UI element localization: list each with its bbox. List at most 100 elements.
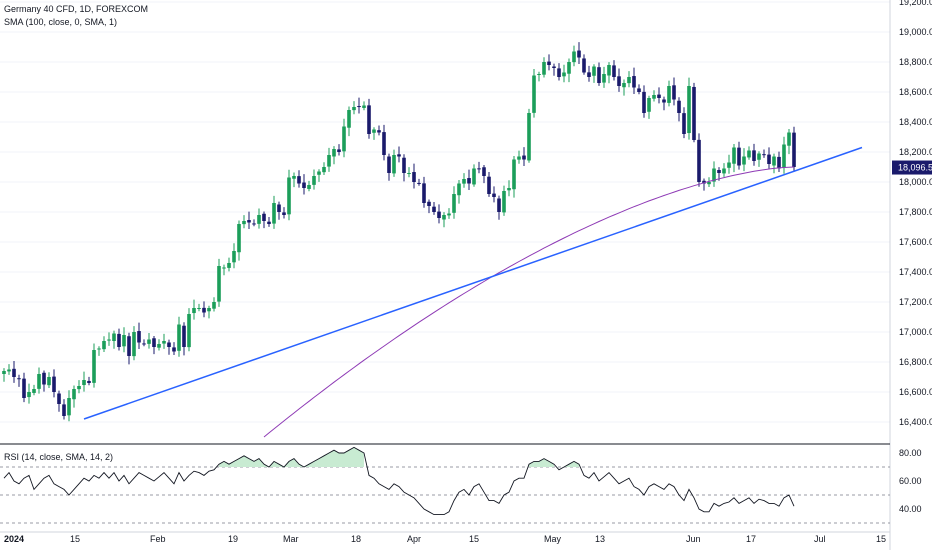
candle-body xyxy=(422,183,426,203)
candle-body xyxy=(167,342,171,347)
candle-body xyxy=(742,156,746,165)
candle xyxy=(97,346,101,356)
candle-body xyxy=(722,168,726,174)
candle xyxy=(672,77,676,106)
candle xyxy=(67,390,71,422)
candle xyxy=(777,151,781,172)
candle-body xyxy=(117,333,121,347)
price-axis[interactable]: 16,400.0 16,600.0 16,800.0 17,000.0 17,200.0… xyxy=(889,0,932,550)
candle xyxy=(642,85,646,118)
trend-line[interactable] xyxy=(83,146,863,420)
candle xyxy=(82,371,86,392)
candle xyxy=(437,204,441,224)
candle-body xyxy=(692,86,696,140)
candle-body xyxy=(567,62,571,74)
candle xyxy=(792,126,796,172)
candle-body xyxy=(222,267,226,269)
candle xyxy=(677,97,681,122)
candle-body xyxy=(72,389,76,400)
candle-body xyxy=(387,156,391,173)
candle xyxy=(167,339,171,355)
price-tick-label: 17,800.0 xyxy=(899,207,932,217)
candle xyxy=(2,368,6,382)
candle xyxy=(617,68,621,92)
rsi-legend[interactable]: RSI (14, close, SMA, 14, 2) xyxy=(4,452,113,462)
candle-body xyxy=(7,369,11,372)
candle xyxy=(662,96,666,111)
candle xyxy=(447,208,451,219)
candle-body xyxy=(532,75,536,113)
candle xyxy=(747,146,751,160)
candle xyxy=(557,63,561,81)
rsi-axis[interactable]: 40.00 60.00 80.00 xyxy=(899,448,922,514)
price-tick-label: 19,000.0 xyxy=(899,27,932,37)
candle-body xyxy=(332,149,336,157)
candle-body xyxy=(202,307,206,313)
candle-body xyxy=(432,206,436,212)
candle-body xyxy=(452,194,456,213)
candle-body xyxy=(132,332,136,357)
candle xyxy=(457,180,461,204)
candle xyxy=(722,163,726,177)
candle xyxy=(222,264,226,276)
price-tick-label: 18,000.0 xyxy=(899,177,932,187)
candle xyxy=(537,71,541,82)
candle-body xyxy=(667,86,671,103)
candle-body xyxy=(697,139,701,182)
candle xyxy=(227,257,231,272)
candle-body xyxy=(182,325,186,347)
rsi-tick-label: 60.00 xyxy=(899,476,922,486)
candle-body xyxy=(487,176,491,194)
candle xyxy=(387,153,391,181)
candle-body xyxy=(152,338,156,347)
sma-legend[interactable]: SMA (100, close, 0, SMA, 1) xyxy=(4,17,117,27)
candle-body xyxy=(562,72,566,77)
candle xyxy=(357,97,361,114)
candle-body xyxy=(212,302,216,309)
price-tick-label: 17,200.0 xyxy=(899,297,932,307)
candle xyxy=(422,176,426,208)
candle xyxy=(92,343,96,388)
candle-body xyxy=(22,378,26,398)
candle xyxy=(152,336,156,355)
candle xyxy=(627,71,631,88)
candle-body xyxy=(652,95,656,99)
candle-body xyxy=(587,72,591,77)
candle-body xyxy=(362,105,366,108)
time-tick-label: 15 xyxy=(876,534,886,544)
candle-body xyxy=(497,198,501,212)
candle-body xyxy=(197,308,201,309)
rsi-overbought-fill xyxy=(564,461,579,467)
candle xyxy=(337,144,341,156)
candle xyxy=(362,101,366,111)
candle-body xyxy=(702,180,706,184)
candle xyxy=(327,147,331,172)
candle-body xyxy=(407,173,411,174)
candle xyxy=(187,308,191,352)
candle xyxy=(297,170,301,188)
candle-body xyxy=(97,348,101,350)
candle-body xyxy=(617,76,621,86)
time-tick-label: 15 xyxy=(70,534,80,544)
candle xyxy=(252,219,256,227)
candle xyxy=(157,339,161,351)
candle-body xyxy=(767,154,771,164)
candle xyxy=(592,64,596,83)
symbol-legend[interactable]: Germany 40 CFD, 1D, FOREXCOM xyxy=(4,4,148,14)
candle xyxy=(477,161,481,174)
candle xyxy=(247,211,251,230)
last-price-text: 18,096.5 xyxy=(898,163,932,173)
time-tick-label: 17 xyxy=(746,534,756,544)
candle xyxy=(502,185,506,216)
price-grid xyxy=(0,1,890,423)
candle-body xyxy=(747,150,751,158)
candle-body xyxy=(657,94,661,98)
candle-body xyxy=(17,378,21,380)
time-axis[interactable]: 2024 15 Feb 19 Mar 18 Apr 15 May 13 Jun 17 Jul 15 xyxy=(0,531,890,544)
candle-body xyxy=(282,212,286,215)
candle-body xyxy=(302,182,306,188)
price-tick-label: 17,400.0 xyxy=(899,267,932,277)
candle-body xyxy=(757,153,761,160)
candle-body xyxy=(37,374,41,389)
candle xyxy=(37,367,41,394)
